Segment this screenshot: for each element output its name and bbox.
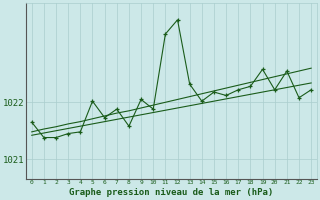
X-axis label: Graphe pression niveau de la mer (hPa): Graphe pression niveau de la mer (hPa) — [69, 188, 274, 197]
